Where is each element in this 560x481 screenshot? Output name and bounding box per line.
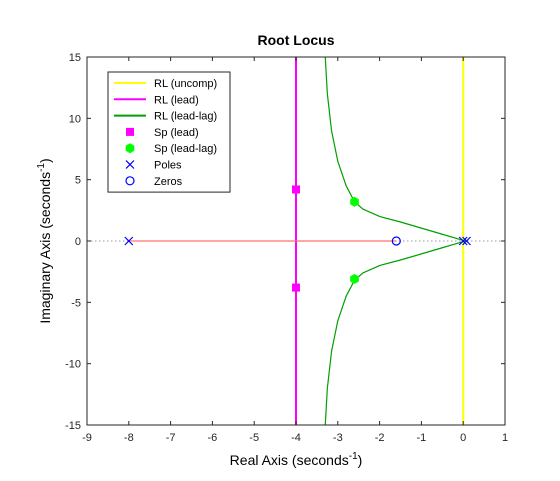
y-axis-label-sup: -1 — [36, 163, 47, 172]
x-axis-label: Real Axis (seconds-1) — [230, 451, 363, 468]
legend-label: Sp (lead-lag) — [154, 143, 217, 155]
legend-swatch — [125, 176, 135, 186]
x-tick-label: -1 — [417, 432, 427, 444]
x-tick-label: -7 — [166, 432, 176, 444]
x-tick-label: -8 — [124, 432, 134, 444]
legend-label: Sp (lead) — [154, 127, 199, 139]
y-tick-label: 10 — [69, 113, 81, 125]
point-sp-lead-lag — [350, 274, 359, 285]
series-layer — [128, 56, 466, 426]
x-tick-label: -9 — [82, 432, 92, 444]
x-tick-label: 0 — [460, 432, 466, 444]
legend-label: Zeros — [154, 176, 183, 188]
series-line-rl-lead-lag — [324, 56, 466, 242]
point-poles — [458, 236, 468, 246]
y-tick-label: 5 — [75, 175, 81, 187]
y-axis-label: Imaginary Axis (seconds-1) — [36, 158, 53, 323]
x-tick-label: -5 — [249, 432, 259, 444]
point-zeros — [391, 236, 401, 246]
series-line-series — [324, 240, 466, 426]
legend-swatch — [126, 127, 134, 136]
y-axis-label-base: Imaginary Axis (seconds — [37, 172, 53, 324]
point-sp-lead — [292, 283, 300, 292]
legend-label: RL (lead) — [154, 94, 199, 106]
legend: RL (uncomp) RL (lead) RL (lead-lag) Sp (lea… — [107, 71, 231, 193]
y-tick-label: 15 — [69, 52, 81, 64]
x-tick-label: 1 — [502, 432, 508, 444]
point-sp-lead — [292, 185, 300, 194]
x-axis-label-sup: -1 — [349, 451, 358, 462]
point-sp-lead-lag — [350, 196, 359, 207]
chart-title: Root Locus — [258, 32, 335, 48]
marker-layer — [124, 185, 471, 292]
y-tick-label: -10 — [65, 359, 81, 371]
point-poles — [462, 236, 471, 246]
x-tick-label: -3 — [333, 432, 343, 444]
legend-swatch — [125, 143, 135, 154]
legend-label: Poles — [154, 160, 182, 172]
legend-label: RL (uncomp) — [154, 78, 217, 90]
legend-label: RL (lead-lag) — [154, 111, 217, 123]
x-axis-label-tail: ) — [358, 452, 363, 468]
x-tick-label: -4 — [291, 432, 301, 444]
x-tick-label: -6 — [208, 432, 218, 444]
point-poles — [124, 236, 134, 246]
y-axis-label-tail: ) — [37, 158, 53, 163]
y-tick-label: -15 — [65, 420, 81, 432]
x-tick-label: -2 — [375, 432, 385, 444]
legend-swatch — [125, 160, 135, 169]
y-tick-label: 0 — [75, 236, 81, 248]
x-axis-label-base: Real Axis (seconds — [230, 452, 349, 468]
y-tick-label: -5 — [71, 297, 81, 309]
